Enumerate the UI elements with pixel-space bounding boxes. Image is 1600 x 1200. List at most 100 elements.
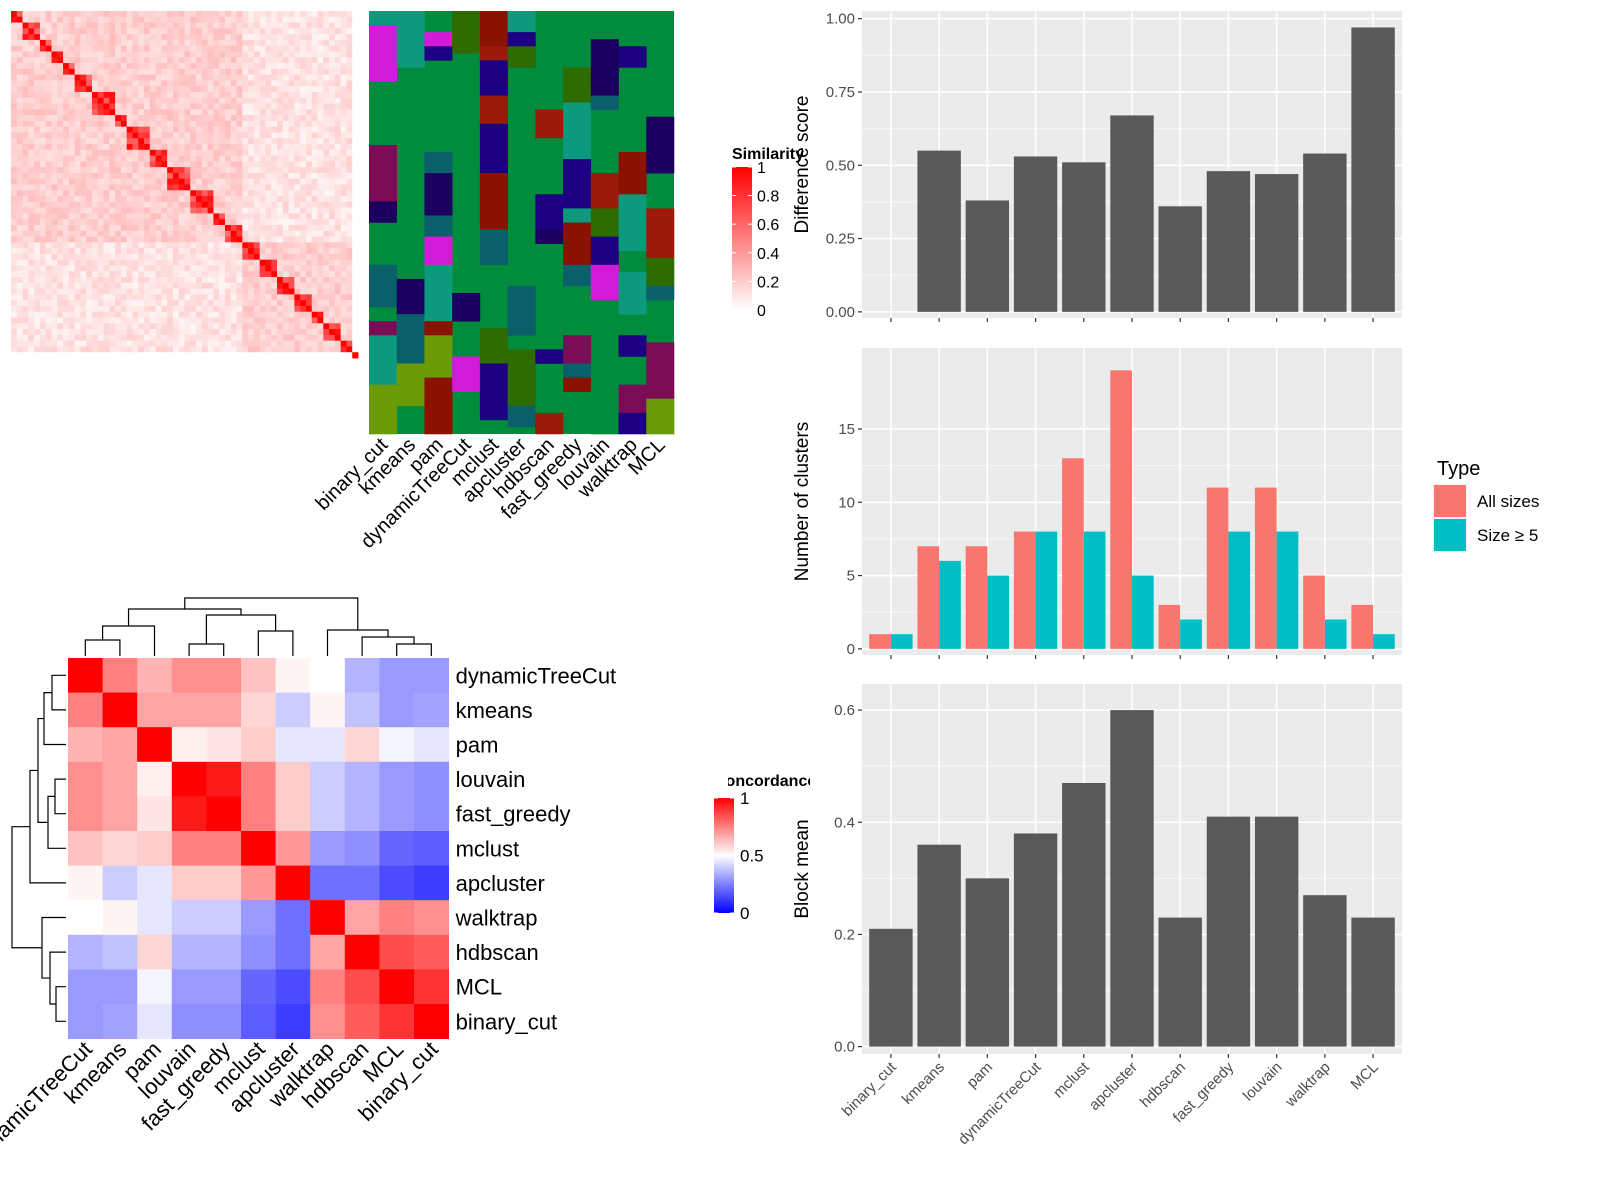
similarity-cell: [97, 63, 104, 70]
similarity-cell: [271, 45, 278, 52]
similarity-cell: [311, 28, 318, 35]
similarity-cell: [277, 68, 284, 76]
similarity-cell: [86, 149, 93, 156]
similarity-cell: [86, 334, 93, 342]
similarity-cell: [311, 196, 318, 203]
similarity-cell: [213, 259, 220, 266]
similarity-cell: [167, 184, 174, 191]
similarity-cell: [120, 242, 128, 249]
concordance-cell: [171, 969, 207, 1005]
similarity-cell: [329, 207, 336, 214]
similarity-cell: [311, 91, 318, 99]
similarity-cell: [288, 51, 295, 58]
similarity-cell: [230, 63, 237, 70]
bar: [1158, 917, 1202, 1047]
similarity-cell: [149, 346, 156, 353]
similarity-cell: [317, 120, 324, 128]
similarity-cell: [63, 184, 70, 191]
similarity-cell: [288, 103, 295, 110]
similarity-cell: [311, 51, 318, 58]
similarity-cell: [39, 323, 47, 330]
similarity-cell: [178, 57, 185, 64]
similarity-cell: [22, 346, 29, 353]
similarity-cell: [16, 224, 23, 232]
similarity-cell: [271, 265, 278, 272]
similarity-cell: [120, 311, 128, 318]
similarity-cell: [161, 144, 168, 151]
similarity-cell: [346, 103, 353, 110]
similarity-cell: [317, 317, 324, 324]
similarity-cell: [57, 236, 64, 243]
similarity-cell: [109, 149, 116, 156]
similarity-cell: [352, 34, 359, 41]
similarity-cell: [253, 282, 261, 289]
similarity-cell: [22, 91, 29, 99]
similarity-cell: [248, 161, 255, 168]
similarity-cell: [311, 57, 318, 64]
similarity-cell: [334, 91, 342, 99]
similarity-cell: [126, 126, 133, 133]
similarity-cell: [167, 167, 174, 174]
similarity-cell: [352, 144, 359, 151]
similarity-cell: [282, 230, 289, 237]
similarity-cell: [74, 155, 81, 162]
similarity-cell: [39, 184, 47, 191]
similarity-cell: [265, 346, 272, 353]
similarity-cell: [259, 126, 266, 133]
similarity-cell: [277, 340, 284, 347]
similarity-cell: [213, 242, 220, 249]
membership-cell: [424, 321, 453, 336]
similarity-cell: [74, 16, 81, 23]
similarity-cell: [167, 271, 174, 278]
similarity-cell: [126, 138, 133, 145]
similarity-cell: [74, 213, 81, 220]
similarity-cell: [120, 11, 128, 18]
similarity-cell: [63, 334, 70, 342]
similarity-cell: [16, 91, 23, 99]
similarity-cell: [155, 167, 162, 174]
similarity-cell: [155, 184, 162, 191]
similarity-cell: [248, 242, 255, 249]
similarity-cell: [16, 288, 23, 295]
similarity-cell: [265, 11, 272, 18]
similarity-cell: [259, 190, 266, 197]
similarity-cell: [115, 288, 122, 295]
concordance-cell: [171, 831, 207, 866]
similarity-cell: [230, 16, 237, 23]
similarity-cell: [230, 334, 237, 342]
membership-cell: [369, 335, 398, 385]
similarity-cell: [317, 224, 324, 232]
similarity-cell: [219, 155, 226, 162]
similarity-cell: [352, 161, 359, 168]
similarity-cell: [329, 213, 336, 220]
similarity-cell: [236, 39, 243, 47]
similarity-cell: [184, 352, 191, 359]
type-legend-title: Type: [1437, 458, 1480, 480]
similarity-cell: [22, 288, 29, 295]
similarity-cell: [22, 149, 29, 156]
similarity-cell: [300, 340, 307, 347]
similarity-cell: [28, 242, 35, 249]
similarity-cell: [277, 149, 284, 156]
similarity-cell: [196, 28, 203, 35]
similarity-cell: [305, 230, 313, 237]
similarity-cell: [230, 97, 237, 104]
similarity-cell: [86, 16, 93, 23]
similarity-cell: [311, 329, 318, 336]
similarity-cell: [16, 277, 23, 284]
similarity-cell: [103, 22, 110, 29]
similarity-cell: [294, 213, 301, 220]
similarity-cell: [219, 132, 226, 139]
similarity-cell: [329, 294, 336, 301]
similarity-cell: [352, 138, 359, 145]
similarity-cell: [196, 68, 203, 76]
similarity-cell: [277, 39, 284, 47]
similarity-cell: [317, 115, 324, 122]
concordance-cell: [102, 831, 138, 866]
similarity-cell: [352, 120, 359, 128]
similarity-cell: [190, 132, 197, 139]
similarity-cell: [155, 311, 162, 318]
similarity-cell: [190, 120, 197, 128]
similarity-cell: [265, 172, 272, 180]
similarity-cell: [80, 317, 87, 324]
